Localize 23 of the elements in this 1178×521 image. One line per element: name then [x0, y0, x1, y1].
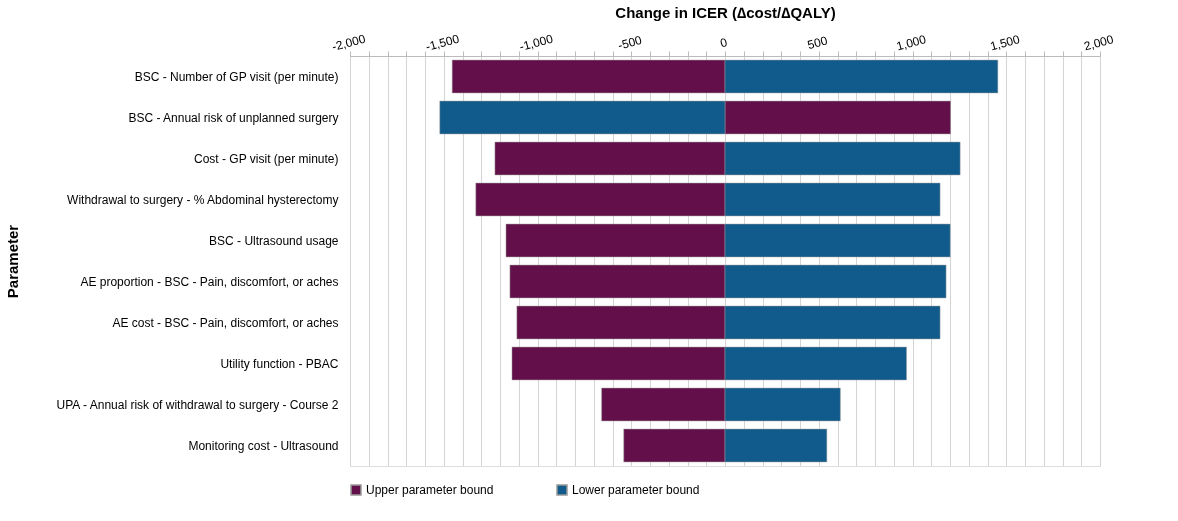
x-tick-label: -1,500 — [424, 31, 461, 54]
y-axis-title: Parameter — [3, 224, 21, 299]
x-axis-title: Change in ICER (∆cost/∆QALY) — [615, 3, 836, 21]
legend-label: Upper parameter bound — [366, 483, 494, 497]
x-tick-label: -1,000 — [517, 31, 555, 54]
x-tick-label: 1,500 — [988, 32, 1022, 54]
y-tick-label: AE proportion - BSC - Pain, discomfort, or aches — [80, 274, 339, 289]
y-tick-label: BSC - Number of GP visit (per minute) — [134, 69, 339, 84]
x-tick-label: -2,000 — [330, 31, 368, 54]
y-tick-label: BSC - Annual risk of unplanned surgery — [128, 110, 339, 125]
y-tick-label: Cost - GP visit (per minute) — [194, 151, 339, 166]
y-tick-label: AE cost - BSC - Pain, discomfort, or aches — [112, 315, 339, 330]
y-tick-label: Utility function - PBAC — [220, 356, 339, 371]
x-tick-label: -500 — [616, 32, 644, 53]
y-tick-label: UPA - Annual risk of withdrawal to surgery - Course 2 — [56, 397, 339, 412]
x-tick-label: 0 — [718, 35, 730, 51]
legend-label: Lower parameter bound — [572, 483, 700, 497]
x-tick-label: 1,000 — [894, 32, 928, 54]
y-tick-label: Monitoring cost - Ultrasound — [188, 438, 339, 453]
x-tick-label: 2,000 — [1082, 32, 1116, 54]
x-tick-label: 500 — [805, 33, 830, 53]
y-tick-label: Withdrawal to surgery - % Abdominal hysterectomy — [67, 192, 339, 207]
y-tick-label: BSC - Ultrasound usage — [209, 233, 339, 248]
